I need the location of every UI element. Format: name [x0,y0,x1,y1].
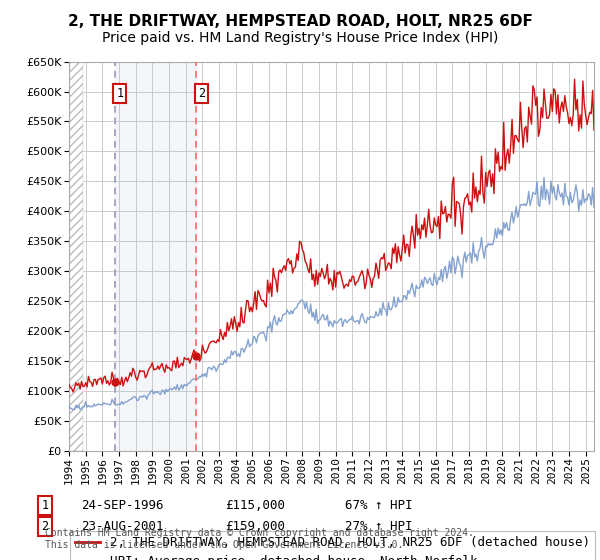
Bar [115,62,196,451]
Text: 1: 1 [41,498,49,512]
Text: 2: 2 [198,87,205,100]
Text: 67% ↑ HPI: 67% ↑ HPI [345,498,413,512]
Bar [69,62,84,451]
Legend: 2, THE DRIFTWAY, HEMPSTEAD ROAD, HOLT, NR25 6DF (detached house), HPI: Average p: 2, THE DRIFTWAY, HEMPSTEAD ROAD, HOLT, N… [70,531,595,560]
Text: £159,000: £159,000 [225,520,285,533]
Text: 2, THE DRIFTWAY, HEMPSTEAD ROAD, HOLT, NR25 6DF: 2, THE DRIFTWAY, HEMPSTEAD ROAD, HOLT, N… [68,14,532,29]
Text: Price paid vs. HM Land Registry's House Price Index (HPI): Price paid vs. HM Land Registry's House … [102,31,498,45]
Text: 23-AUG-2001: 23-AUG-2001 [81,520,163,533]
Text: 24-SEP-1996: 24-SEP-1996 [81,498,163,512]
Text: £115,000: £115,000 [225,498,285,512]
Text: 1: 1 [116,87,123,100]
Text: Contains HM Land Registry data © Crown copyright and database right 2024.
This d: Contains HM Land Registry data © Crown c… [45,528,474,550]
Text: 27% ↑ HPI: 27% ↑ HPI [345,520,413,533]
Text: 2: 2 [41,520,49,533]
